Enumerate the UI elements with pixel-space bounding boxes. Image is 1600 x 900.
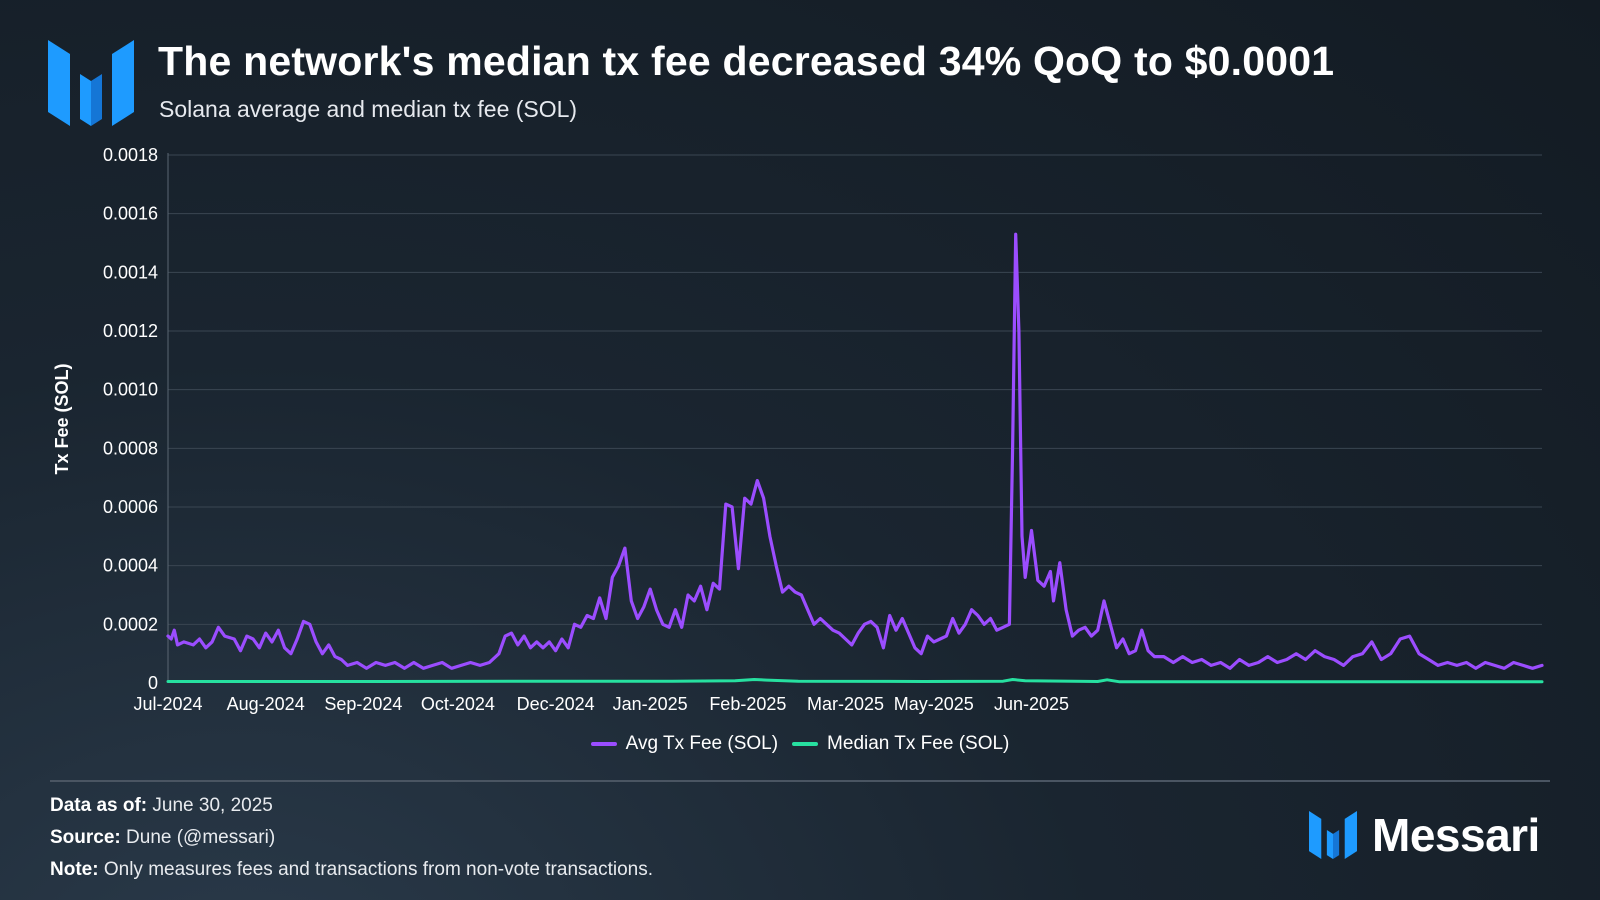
legend-item-avg[interactable]: Avg Tx Fee (SOL) (590, 733, 779, 755)
fee-chart: 0 0.0002 0.0004 0.0006 0.0008 0.0010 0.0012 0.0… (52, 145, 1544, 714)
chart-subtitle: Solana average and median tx fee (SOL) (159, 96, 578, 122)
footer-divider (50, 780, 1550, 782)
legend-swatch-median (792, 742, 819, 746)
data-as-of-value: June 30, 2025 (152, 795, 273, 816)
x-tick-label: Jun-2025 (994, 694, 1069, 714)
y-tick-label: 0.0004 (103, 556, 158, 576)
y-tick-label: 0.0014 (103, 262, 158, 282)
legend-label-median: Median Tx Fee (SOL) (827, 733, 1010, 754)
source-label: Source: (50, 827, 121, 848)
source-line: Source: Dune (@messari) (50, 822, 653, 854)
x-tick-label: Mar-2025 (807, 694, 884, 714)
brand-name: Messari (1372, 809, 1540, 861)
y-tick-label: 0.0008 (103, 438, 158, 458)
x-tick-label: Sep-2024 (324, 694, 402, 714)
note-value: Only measures fees and transactions from… (103, 859, 653, 880)
y-tick-label: 0.0012 (103, 321, 158, 341)
messari-brand-icon (1309, 811, 1357, 859)
legend-swatch-avg (590, 742, 617, 746)
y-tick-label: 0.0018 (103, 145, 158, 165)
y-tick-label: 0.0002 (103, 614, 158, 634)
y-tick-label: 0.0006 (103, 497, 158, 517)
note-label: Note: (50, 859, 99, 880)
messari-logo-icon (48, 40, 134, 126)
data-as-of-line: Data as of: June 30, 2025 (50, 790, 653, 822)
x-tick-label: Dec-2024 (517, 694, 595, 714)
y-tick-label: 0 (148, 673, 158, 693)
footnotes: Data as of: June 30, 2025 Source: Dune (… (50, 790, 653, 886)
x-tick-label: Jan-2025 (613, 694, 688, 714)
x-tick-label: Feb-2025 (709, 694, 786, 714)
y-tick-label: 0.0010 (103, 380, 158, 400)
legend-item-median[interactable]: Median Tx Fee (SOL) (792, 733, 1009, 755)
source-value: Dune (@messari) (126, 827, 276, 848)
brand-mark: Messari (1308, 808, 1540, 862)
legend-label-avg: Avg Tx Fee (SOL) (625, 733, 779, 754)
x-tick-label: Aug-2024 (227, 694, 305, 714)
chart-title: The network's median tx fee decreased 34… (158, 38, 1335, 84)
x-tick-label: Jul-2024 (133, 694, 202, 714)
note-line: Note: Only measures fees and transaction… (50, 854, 653, 886)
x-tick-label: Oct-2024 (421, 694, 495, 714)
avg-fee-line (166, 232, 1544, 670)
chart-legend: Avg Tx Fee (SOL) Median Tx Fee (SOL) (0, 733, 1600, 755)
data-as-of-label: Data as of: (50, 795, 148, 816)
y-axis-title: Tx Fee (SOL) (52, 363, 72, 474)
median-fee-line (166, 678, 1544, 684)
y-tick-label: 0.0016 (103, 204, 158, 224)
x-tick-label: May-2025 (894, 694, 974, 714)
